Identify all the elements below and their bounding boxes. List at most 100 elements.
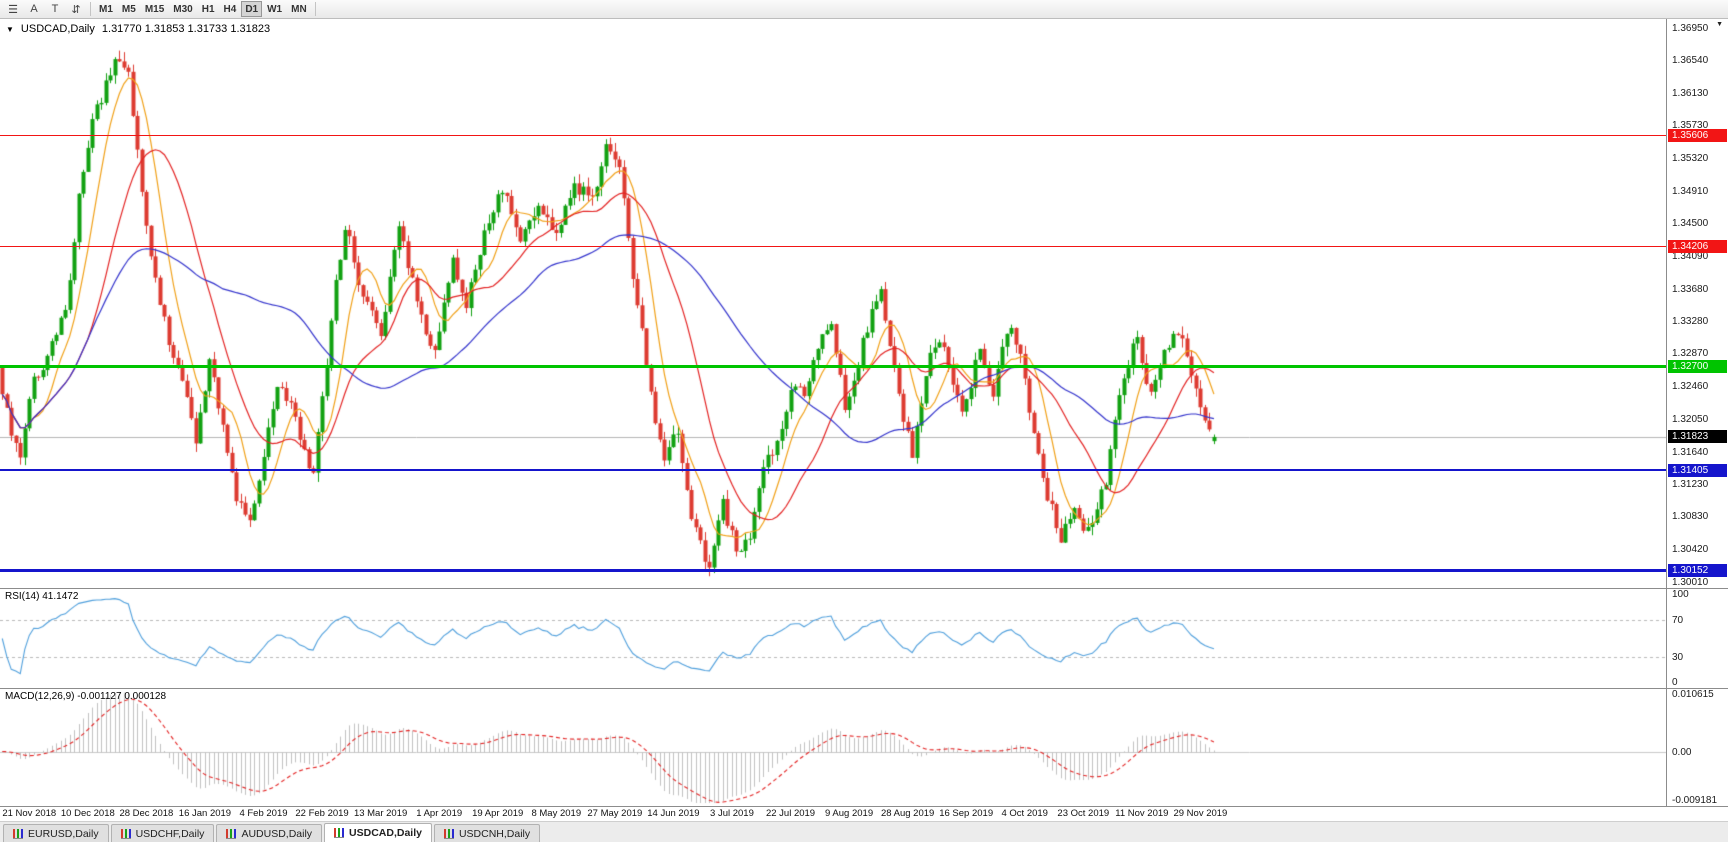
date-label: 14 Jun 2019 bbox=[647, 808, 700, 819]
timeframe-m30-button[interactable]: M30 bbox=[169, 1, 196, 17]
axis-tick-label: 0 bbox=[1672, 677, 1678, 688]
date-label: 28 Dec 2018 bbox=[119, 808, 174, 819]
timeframe-h4-button[interactable]: H4 bbox=[220, 1, 241, 17]
date-label: 8 May 2019 bbox=[531, 808, 582, 819]
horizontal-level-line[interactable] bbox=[0, 469, 1666, 472]
axis-tick-label: 0.00 bbox=[1672, 746, 1692, 758]
date-label: 22 Jul 2019 bbox=[765, 808, 816, 819]
macd-panel: 0.010615 0.00 -0.009181 MACD(12,26,9) -0.0… bbox=[0, 689, 1728, 807]
axis-menu-icon[interactable]: ▼ bbox=[1716, 21, 1723, 28]
date-label: 23 Oct 2019 bbox=[1057, 808, 1110, 819]
date-label: 4 Oct 2019 bbox=[1001, 808, 1048, 819]
price-axis[interactable]: ▼ 1.36950 1.36540 1.36130 1.35730 1.35320 1.3… bbox=[1666, 19, 1728, 588]
timeframe-d1-button[interactable]: D1 bbox=[241, 1, 263, 17]
tab-label: USDCAD,Daily bbox=[349, 827, 422, 839]
macd-indicator-canvas[interactable] bbox=[0, 689, 1666, 806]
timeframe-w1-button[interactable]: W1 bbox=[263, 1, 286, 17]
collapse-icon[interactable]: ▼ bbox=[6, 24, 14, 34]
chart-panels: ▼ 1.36950 1.36540 1.36130 1.35730 1.35320 1.3… bbox=[0, 19, 1728, 821]
macd-plot-area[interactable] bbox=[0, 689, 1666, 806]
mini-chart-icon bbox=[120, 828, 131, 839]
menu-tool-button[interactable]: ☰ bbox=[3, 1, 23, 17]
tab-label: EURUSD,Daily bbox=[28, 827, 99, 840]
rsi-axis[interactable]: 100 70 30 0 bbox=[1666, 589, 1728, 688]
timeframe-m5-button[interactable]: M5 bbox=[118, 1, 140, 17]
date-label: 1 Apr 2019 bbox=[416, 808, 463, 819]
axis-tick-label: 1.31230 bbox=[1672, 479, 1709, 491]
chart-ohlc-values: 1.31770 1.31853 1.31733 1.31823 bbox=[101, 23, 271, 35]
horizontal-level-line[interactable] bbox=[0, 568, 1666, 572]
mini-chart-icon bbox=[226, 828, 237, 839]
axis-tick-label: 1.36130 bbox=[1672, 88, 1709, 100]
axis-tick-label: 0.010615 bbox=[1672, 689, 1714, 700]
timeframe-m15-button[interactable]: M15 bbox=[141, 1, 168, 17]
tab-label: USDCNH,Daily bbox=[458, 827, 531, 840]
price-chart-canvas[interactable] bbox=[0, 19, 1666, 588]
date-label: 19 Apr 2019 bbox=[472, 808, 524, 819]
axis-tick-label: 1.30830 bbox=[1672, 511, 1709, 523]
date-label: 4 Feb 2019 bbox=[239, 808, 288, 819]
axis-tick-label: 1.36540 bbox=[1672, 55, 1709, 67]
axis-tick-label: 70 bbox=[1672, 615, 1684, 627]
horizontal-level-line[interactable] bbox=[0, 134, 1666, 136]
chart-tab-usdcnh[interactable]: USDCNH,Daily bbox=[433, 824, 541, 842]
toolbar-separator bbox=[314, 2, 316, 16]
price-level-badge: 1.34206 bbox=[1668, 240, 1727, 254]
chart-title: ▼ USDCAD,Daily 1.31770 1.31853 1.31733 1… bbox=[6, 23, 270, 35]
chart-toolbar: ☰ A T ⇵ M1 M5 M15 M30 H1 H4 D1 W1 MN bbox=[0, 0, 1728, 19]
mini-chart-icon bbox=[443, 828, 454, 839]
tab-label: USDCHF,Daily bbox=[135, 827, 205, 840]
date-label: 16 Jan 2019 bbox=[178, 808, 232, 819]
date-label: 27 May 2019 bbox=[587, 808, 643, 819]
price-level-badge: 1.32700 bbox=[1668, 360, 1727, 374]
axis-tick-label: 1.35320 bbox=[1672, 152, 1709, 164]
axis-tick-label: 1.30420 bbox=[1672, 543, 1709, 555]
axis-tick-label: 1.30010 bbox=[1672, 576, 1709, 588]
tab-label: AUDUSD,Daily bbox=[241, 827, 313, 840]
price-level-badge: 1.31823 bbox=[1668, 430, 1727, 444]
chart-tab-eurusd[interactable]: EURUSD,Daily bbox=[3, 824, 109, 842]
tool-buttons: ☰ A T ⇵ bbox=[3, 1, 86, 17]
date-label: 22 Feb 2019 bbox=[295, 808, 349, 819]
mini-chart-icon bbox=[13, 828, 23, 839]
text-tool-button[interactable]: T bbox=[45, 1, 65, 17]
axis-tick-label: 1.34090 bbox=[1672, 251, 1709, 263]
date-label: 13 Mar 2019 bbox=[353, 808, 408, 819]
axis-tick-label: 1.33280 bbox=[1672, 315, 1709, 327]
chart-tab-usdchf[interactable]: USDCHF,Daily bbox=[110, 824, 215, 842]
timeframe-buttons: M1 M5 M15 M30 H1 H4 D1 W1 MN bbox=[95, 1, 311, 17]
horizontal-level-line[interactable] bbox=[0, 246, 1666, 248]
arrows-tool-button[interactable]: ⇵ bbox=[66, 1, 86, 17]
chart-tab-usdcad[interactable]: USDCAD,Daily bbox=[324, 823, 432, 842]
price-level-badge: 1.30152 bbox=[1668, 563, 1727, 577]
date-label: 11 Nov 2019 bbox=[1115, 808, 1169, 819]
chart-symbol-label: USDCAD,Daily bbox=[20, 23, 95, 35]
timeframe-m1-button[interactable]: M1 bbox=[95, 1, 117, 17]
price-plot-area[interactable] bbox=[0, 19, 1666, 588]
rsi-plot-area[interactable] bbox=[0, 589, 1666, 688]
timeframe-h1-button[interactable]: H1 bbox=[198, 1, 219, 17]
axis-tick-label: 1.32460 bbox=[1672, 381, 1709, 393]
axis-tick-label: 1.32050 bbox=[1672, 413, 1709, 425]
macd-axis[interactable]: 0.010615 0.00 -0.009181 bbox=[1666, 689, 1728, 806]
axis-tick-label: 30 bbox=[1672, 651, 1684, 663]
axis-tick-label: 1.31640 bbox=[1672, 446, 1709, 458]
axis-tick-label: 1.36950 bbox=[1672, 22, 1709, 34]
date-label: 21 Nov 2018 bbox=[2, 808, 57, 819]
macd-label: MACD(12,26,9) -0.001127 0.000128 bbox=[5, 691, 167, 702]
price-panel: ▼ 1.36950 1.36540 1.36130 1.35730 1.35320 1.3… bbox=[0, 19, 1728, 589]
price-level-badge: 1.35606 bbox=[1668, 128, 1727, 142]
rsi-indicator-canvas[interactable] bbox=[0, 589, 1666, 688]
time-axis[interactable]: 21 Nov 2018 10 Dec 2018 28 Dec 2018 16 Jan … bbox=[0, 807, 1728, 821]
mini-chart-icon bbox=[334, 828, 345, 838]
axis-tick-label: -0.009181 bbox=[1672, 795, 1718, 806]
pointer-tool-button[interactable]: A bbox=[24, 1, 44, 17]
chart-tab-audusd[interactable]: AUDUSD,Daily bbox=[216, 824, 323, 842]
axis-tick-label: 1.33680 bbox=[1672, 283, 1709, 295]
date-label: 28 Aug 2019 bbox=[880, 808, 935, 819]
timeframe-mn-button[interactable]: MN bbox=[287, 1, 311, 17]
date-label: 3 Jul 2019 bbox=[710, 808, 754, 819]
date-label: 9 Aug 2019 bbox=[825, 808, 874, 819]
horizontal-level-line[interactable] bbox=[0, 365, 1666, 369]
rsi-label: RSI(14) 41.1472 bbox=[5, 591, 79, 602]
